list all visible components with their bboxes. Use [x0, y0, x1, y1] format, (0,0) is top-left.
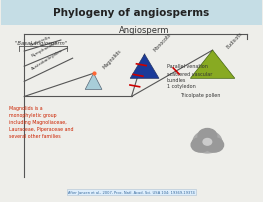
Text: "Basal angiosperm": "Basal angiosperm" [15, 41, 67, 46]
Polygon shape [190, 51, 235, 79]
Text: Magnolids is a
monophyletic group
including Magnoliaceae,
Lauraceae, Piperaceae : Magnolids is a monophyletic group includ… [8, 105, 73, 138]
Circle shape [191, 138, 210, 152]
Polygon shape [85, 74, 102, 90]
FancyBboxPatch shape [1, 1, 262, 26]
Text: bundles: bundles [167, 77, 186, 82]
Text: Angiosperm: Angiosperm [119, 26, 170, 35]
Text: Parallel venation: Parallel venation [167, 63, 208, 68]
Text: Magnolids: Magnolids [102, 48, 122, 70]
Circle shape [203, 139, 212, 145]
Text: Austrobaileyales: Austrobaileyales [31, 48, 64, 70]
Text: Phylogeny of angiosperms: Phylogeny of angiosperms [53, 8, 210, 18]
Text: Tricolpate pollen: Tricolpate pollen [180, 93, 220, 98]
Text: Monocots: Monocots [153, 32, 172, 53]
Polygon shape [130, 55, 159, 79]
Circle shape [193, 131, 222, 153]
Text: After Jansen et al., 2007, Proc. Natl. Acad. Sci. USA 104: 19369-19374: After Jansen et al., 2007, Proc. Natl. A… [68, 190, 195, 194]
Text: scattered vascular: scattered vascular [167, 72, 212, 76]
Text: 1 cotyledon: 1 cotyledon [167, 84, 196, 89]
Text: Nymphaeales: Nymphaeales [31, 40, 59, 58]
Circle shape [205, 138, 224, 152]
Text: Eudicots: Eudicots [226, 31, 244, 50]
Text: Amborella: Amborella [30, 35, 52, 46]
Circle shape [198, 129, 217, 143]
